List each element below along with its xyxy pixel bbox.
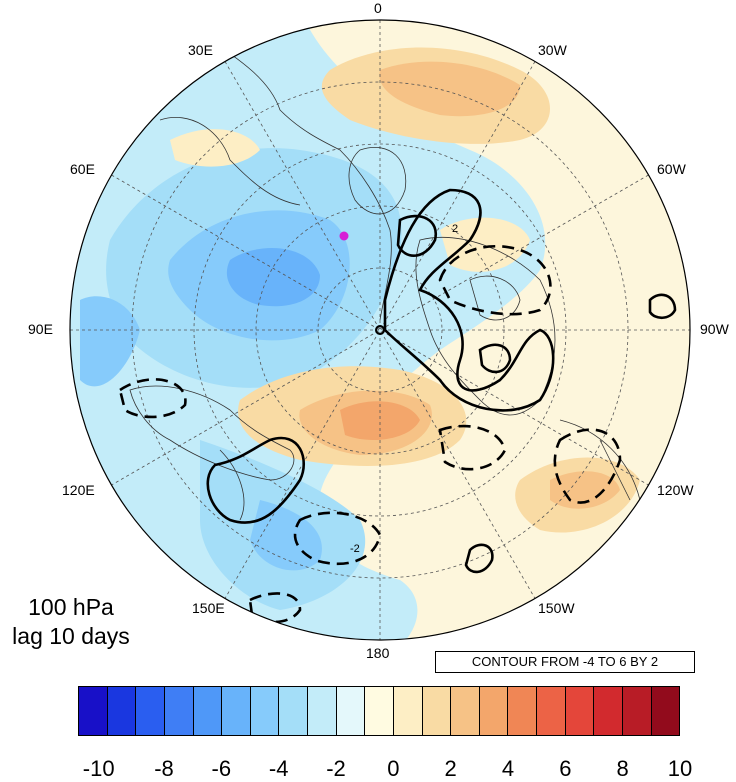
- colorbar-cell: [479, 687, 509, 735]
- colorbar-tick-label: 6: [559, 756, 572, 781]
- colorbar-cell: [250, 687, 280, 735]
- colorbar-tick-label: -10: [82, 756, 115, 781]
- title-lag: lag 10 days: [12, 623, 130, 649]
- coastline-greenland: [348, 147, 407, 215]
- colorbar-tick-label: -2: [326, 756, 346, 781]
- lon-label-90w: 90W: [700, 321, 729, 337]
- contour-label-positive: 2: [452, 223, 458, 235]
- colorbar-cell: [451, 687, 480, 735]
- lon-label-180: 180: [366, 645, 390, 661]
- colorbar-cell: [622, 687, 652, 735]
- colorbar-cell: [565, 687, 595, 735]
- contour-negative: [438, 244, 552, 316]
- colorbar-cell: [107, 687, 137, 735]
- lon-label-90e: 90E: [28, 321, 53, 337]
- contour-info-box: CONTOUR FROM -4 TO 6 BY 2: [435, 651, 695, 673]
- title-level: 100 hPa: [28, 594, 114, 620]
- lon-label-150w: 150W: [538, 600, 575, 616]
- colorbar-cell: [508, 687, 537, 735]
- lon-label-30e: 30E: [188, 42, 213, 58]
- lon-label-120e: 120E: [62, 482, 95, 498]
- colorbar-cell: [308, 687, 337, 735]
- colorbar-tick-label: 10: [667, 756, 693, 781]
- coastline-europe: [209, 39, 392, 321]
- colorbar: [78, 686, 680, 736]
- colorbar-tick-label: 2: [444, 756, 457, 781]
- colorbar-cell: [336, 687, 366, 735]
- coastline-asia: [129, 385, 295, 481]
- pole-marker: [375, 325, 385, 335]
- colorbar-cell: [222, 687, 251, 735]
- colorbar-tick-label: 0: [387, 756, 400, 781]
- lon-label-30w: 30W: [538, 42, 567, 58]
- colorbar-cell: [365, 687, 394, 735]
- colorbar-cell: [651, 687, 680, 735]
- colorbar-cell: [136, 687, 165, 735]
- contour-label-negative: -2: [350, 543, 360, 555]
- colorbar-cell: [594, 687, 623, 735]
- location-marker: [339, 231, 349, 241]
- colorbar-tick-label: 4: [501, 756, 515, 781]
- anomaly-negative-core: [226, 248, 320, 307]
- colorbar-cell: [537, 687, 566, 735]
- colorbar-cell: [393, 687, 423, 735]
- colorbar-tick-label: -4: [268, 756, 289, 781]
- colorbar-cell: [79, 687, 108, 735]
- colorbar-cell: [422, 687, 452, 735]
- colorbar-tick-label: 8: [616, 756, 629, 781]
- lon-label-60e: 60E: [70, 161, 95, 177]
- colorbar-cell: [279, 687, 308, 735]
- colorbar-tick-label: -8: [154, 756, 174, 781]
- lon-label-0: 0: [374, 0, 382, 16]
- colorbar-cell: [193, 687, 223, 735]
- colorbar-cell: [164, 687, 194, 735]
- lon-label-60w: 60W: [657, 161, 686, 177]
- lon-label-120w: 120W: [657, 482, 694, 498]
- colorbar-tick-label: -6: [211, 756, 232, 781]
- lon-label-150e: 150E: [192, 600, 225, 616]
- coastline-north-america: [415, 237, 556, 416]
- contour-positive: [383, 188, 555, 412]
